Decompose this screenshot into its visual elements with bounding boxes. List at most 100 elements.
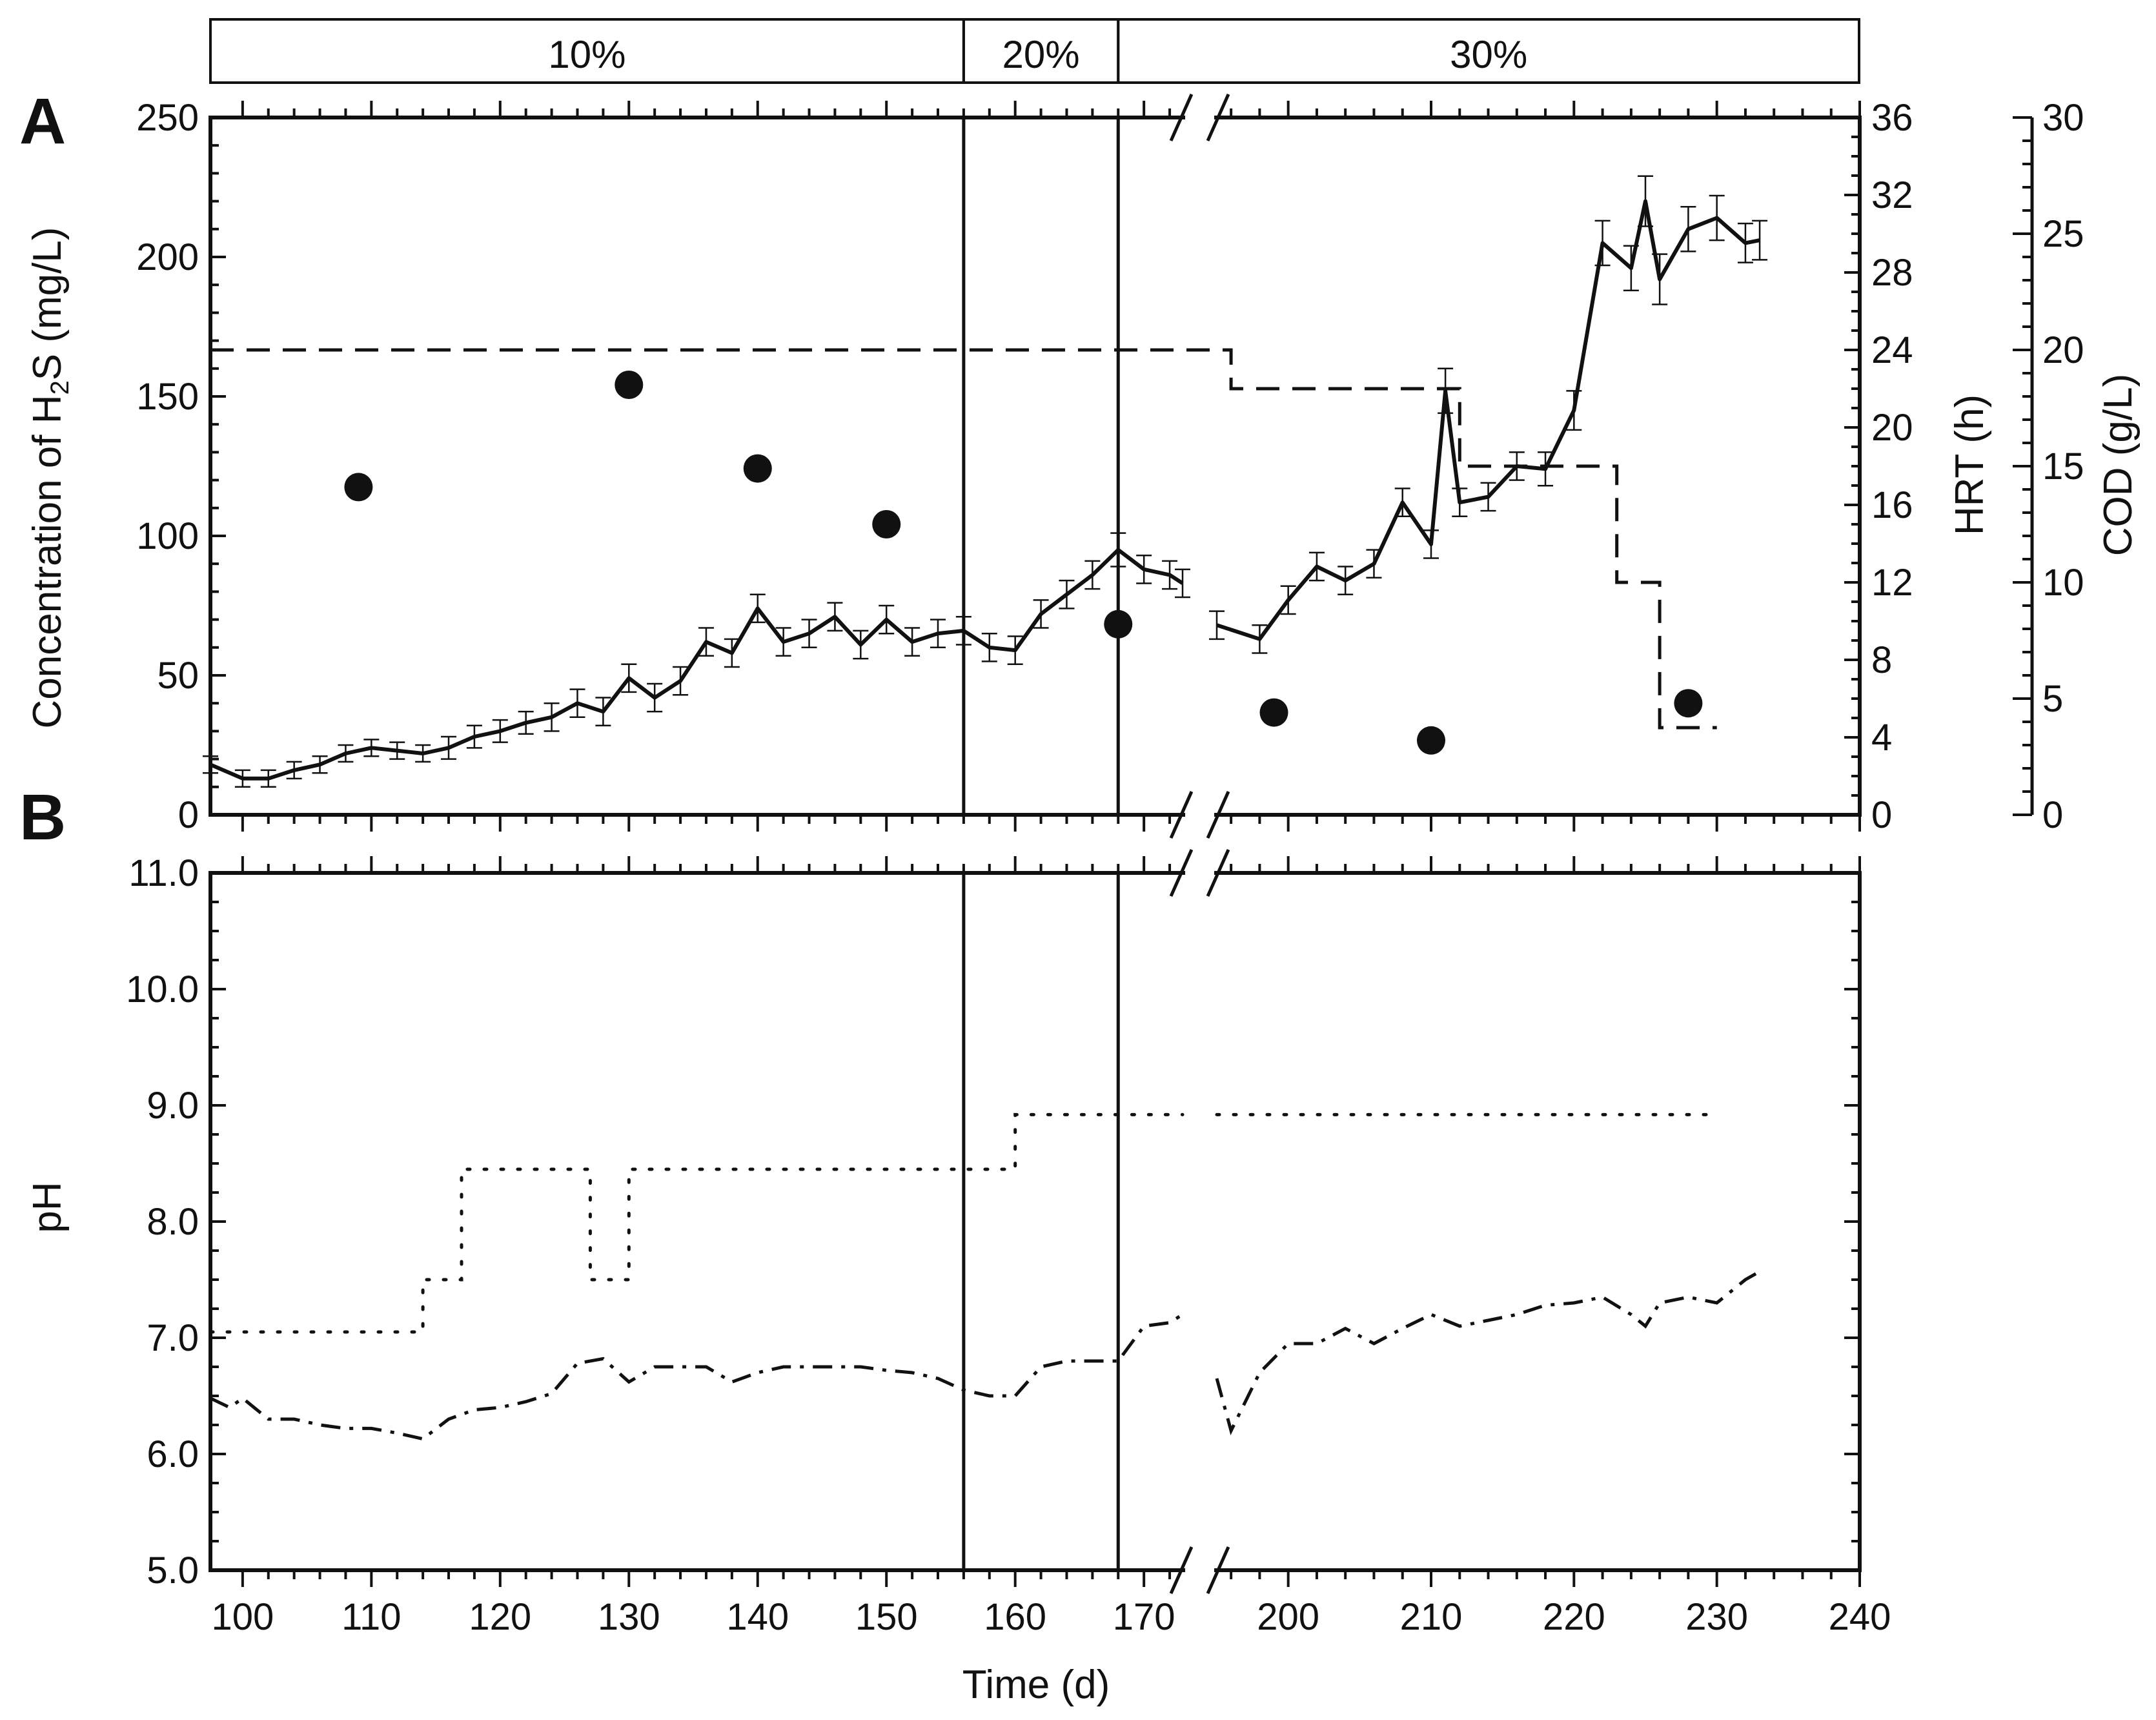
axis-break-slash <box>1206 790 1230 839</box>
hrt-tick-label: 4 <box>1871 717 1892 759</box>
ph-setpoint-line <box>208 1112 1185 1334</box>
panel-b-phase-lines <box>962 873 1120 1570</box>
x-tick-label: 140 <box>726 1596 789 1638</box>
cod-axis: 0 5 10 15 20 25 30 <box>2013 97 2084 836</box>
cod-marker <box>743 454 772 483</box>
panel-a-axis-break <box>1169 93 1230 839</box>
cod-marker <box>615 371 644 399</box>
hrt-tick-label: 28 <box>1871 252 1913 294</box>
y-tick-label: 250 <box>136 97 199 139</box>
h2s-series-line <box>1216 199 1760 641</box>
axis-break-slash <box>1169 93 1194 142</box>
hrt-tick-label: 32 <box>1871 174 1913 216</box>
ph-axis-title: pH <box>25 1182 70 1233</box>
panel-a-x-axis-ticks <box>241 101 1861 832</box>
x-tick-label: 170 <box>1113 1596 1175 1638</box>
axis-break-slash <box>1169 1546 1194 1595</box>
panel-a-frame <box>208 116 1862 817</box>
axis-break-slash <box>1206 93 1230 142</box>
axis-break-gap <box>1185 112 1214 123</box>
axis-break-gap <box>1185 868 1214 878</box>
panel-b-axis-break <box>1169 848 1230 1595</box>
axis-break-gap <box>1185 810 1214 820</box>
axis-break-slash <box>1206 1546 1230 1595</box>
x-tick-label: 130 <box>598 1596 660 1638</box>
hrt-tick-label: 12 <box>1871 562 1913 604</box>
h2s-series-line <box>209 548 1184 781</box>
x-tick-label: 110 <box>341 1596 401 1638</box>
x-tick-label: 230 <box>1685 1596 1748 1638</box>
cod-marker <box>1259 698 1288 727</box>
y-tick-label: 11.0 <box>128 852 199 894</box>
x-tick-label: 220 <box>1543 1596 1605 1638</box>
axis-break-slash <box>1169 848 1194 897</box>
x-tick-label: 120 <box>469 1596 531 1638</box>
y-tick-label: 10.0 <box>126 968 199 1010</box>
time-axis-title: Time (d) <box>962 1663 1110 1707</box>
cod-tick-label: 5 <box>2042 678 2063 720</box>
h2s-axis-title-part2: S (mg/L) <box>25 227 70 381</box>
cod-tick-label: 30 <box>2042 97 2084 139</box>
y-tick-label: 7.0 <box>147 1317 199 1359</box>
axis-break-slash <box>1206 848 1230 897</box>
cod-marker <box>1104 609 1133 639</box>
h2s-axis-title-subscript: 2 <box>46 380 74 394</box>
panel-b-frame <box>208 871 1862 1572</box>
y-tick-label: 100 <box>136 515 199 557</box>
panel-b-series <box>208 1112 1761 1441</box>
cod-marker <box>872 510 901 538</box>
panel-a-series <box>203 175 1768 788</box>
x-tick-label: 210 <box>1400 1596 1463 1638</box>
ph-axis: 5.0 6.0 7.0 8.0 9.0 10.0 11.0 <box>126 852 1860 1592</box>
time-axis: 100 110 120 130 140 150 160 170 200 210 220 230 240 <box>211 856 1891 1638</box>
y-tick-label: 50 <box>157 655 199 697</box>
panel-a-phase-lines <box>962 118 1120 815</box>
y-tick-label: 5.0 <box>147 1550 199 1592</box>
hrt-tick-label: 8 <box>1871 639 1892 681</box>
cod-tick-label: 20 <box>2042 329 2084 371</box>
hrt-tick-label: 24 <box>1871 329 1913 371</box>
x-tick-label: 150 <box>855 1596 918 1638</box>
h2s-axis-title-part1: Concentration of H <box>25 395 70 729</box>
hrt-axis: 0 4 8 12 16 20 24 28 32 36 <box>1844 97 1913 836</box>
hrt-tick-label: 20 <box>1871 407 1913 449</box>
ph-measured-line <box>1215 1270 1761 1436</box>
panel-a-letter: A <box>19 85 66 158</box>
cod-tick-label: 0 <box>2042 794 2063 836</box>
hrt-axis-title: HRT (h) <box>1948 394 1992 535</box>
cod-marker <box>344 473 373 502</box>
y-tick-label: 6.0 <box>147 1433 199 1475</box>
cod-marker <box>1674 689 1703 718</box>
cod-tick-label: 10 <box>2042 562 2084 604</box>
cod-axis-title: COD (g/L) <box>2096 374 2141 556</box>
y-tick-label: 200 <box>136 236 199 278</box>
band-label: 20% <box>1002 33 1080 76</box>
ph-measured-line <box>209 1313 1184 1441</box>
y-tick-label: 8.0 <box>147 1201 199 1243</box>
cod-marker <box>1417 726 1445 755</box>
band-label: 30% <box>1450 33 1527 76</box>
axis-break-slash <box>1169 790 1194 839</box>
hrt-tick-label: 16 <box>1871 484 1913 526</box>
axis-break-gap <box>1185 1565 1214 1575</box>
band-label: 10% <box>548 33 625 76</box>
panel-b: 5.06.07.08.09.010.011.0 100 110 120 130 140 1… <box>19 781 1891 1707</box>
panel-a-left-axis: 0 50 100 150 200 250 <box>136 97 226 836</box>
y-tick-label: 0 <box>178 794 199 836</box>
h2s-axis-title: Concentration of H2S (mg/L) <box>25 227 74 729</box>
hrt-tick-label: 36 <box>1871 97 1913 139</box>
x-tick-label: 160 <box>984 1596 1046 1638</box>
x-tick-label: 240 <box>1829 1596 1891 1638</box>
y-tick-label: 9.0 <box>147 1085 199 1127</box>
concentration-band-strip: 10% 20% 30% <box>209 18 1860 84</box>
cod-tick-label: 15 <box>2042 445 2084 487</box>
hrt-tick-label: 0 <box>1871 794 1892 836</box>
panel-a: 0 50 100 150 200 250 0 4 8 12 16 20 24 28 32 36 0 5 10 15… <box>19 85 2141 839</box>
x-tick-label: 200 <box>1257 1596 1319 1638</box>
y-tick-label: 150 <box>136 376 199 418</box>
cod-tick-label: 25 <box>2042 213 2084 255</box>
panel-b-letter: B <box>19 781 66 854</box>
x-tick-label: 100 <box>211 1596 274 1638</box>
band-box <box>1117 18 1860 84</box>
